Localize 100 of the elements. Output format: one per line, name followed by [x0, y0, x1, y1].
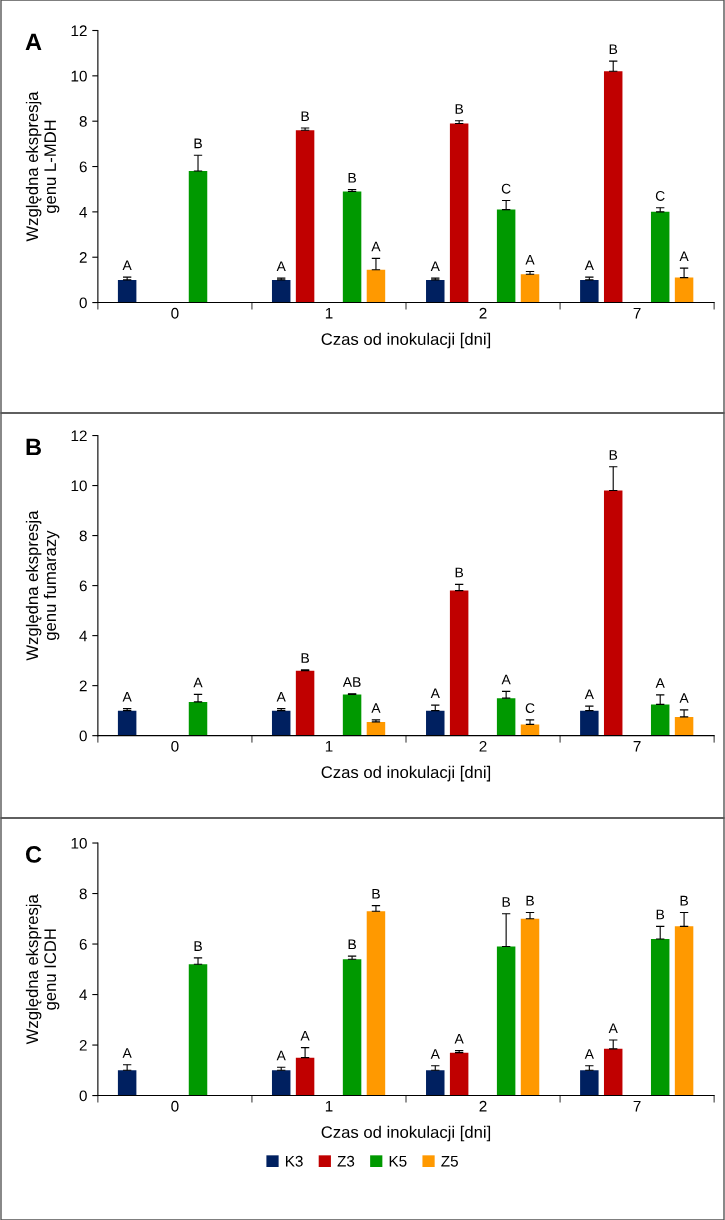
- bar: [496, 946, 516, 1096]
- data-label: A: [193, 677, 203, 688]
- x-axis-title: Czas od inokulacji [dni]: [321, 1125, 491, 1142]
- bar: [449, 590, 469, 736]
- data-label: A: [122, 260, 132, 271]
- x-tick-label: 1: [325, 741, 333, 752]
- x-tick-label: 0: [171, 1100, 179, 1112]
- bar: [520, 274, 540, 303]
- bar: [426, 1070, 445, 1096]
- x-tick-label: 7: [633, 1100, 641, 1112]
- y-axis-title: Względna ekspresja genu fumarazy: [25, 510, 60, 661]
- x-tick-label: 1: [325, 307, 333, 319]
- bar: [271, 279, 291, 303]
- legend-label: K5: [389, 1155, 407, 1167]
- bar: [580, 1070, 599, 1096]
- bar: [342, 959, 362, 1096]
- bar: [674, 926, 694, 1096]
- y-tick-label: 12: [71, 430, 87, 442]
- data-label: A: [679, 693, 689, 703]
- data-label: B: [455, 567, 464, 578]
- bar: [449, 1052, 469, 1096]
- chart-title: C: [25, 846, 42, 863]
- bar: [188, 171, 208, 303]
- y-tick-label: 0: [79, 297, 87, 309]
- bar: [117, 1070, 137, 1096]
- bar: [271, 1070, 291, 1096]
- y-tick-label: 0: [79, 730, 87, 742]
- bar: [580, 710, 599, 736]
- bar: [117, 710, 137, 736]
- data-label: B: [609, 44, 618, 55]
- bar: [271, 710, 291, 736]
- data-label: A: [501, 674, 511, 685]
- bar: [580, 279, 599, 303]
- data-label: B: [301, 111, 309, 121]
- bar: [188, 701, 208, 736]
- bar: [603, 1048, 623, 1096]
- x-tick-label: 2: [479, 740, 487, 752]
- x-tick-label: 2: [479, 307, 487, 319]
- bar: [603, 71, 623, 303]
- data-label: A: [608, 1023, 618, 1033]
- data-label: B: [348, 939, 356, 950]
- bar: [295, 670, 315, 736]
- y-tick-label: 2: [79, 680, 87, 692]
- chart-title: A: [25, 33, 42, 51]
- data-label: B: [348, 173, 356, 183]
- x-axis-title: Czas od inokulacji [dni]: [321, 765, 491, 782]
- bar: [496, 209, 516, 303]
- data-label: A: [430, 261, 440, 272]
- bar: [674, 277, 694, 303]
- y-tick-label: 8: [79, 530, 87, 542]
- legend-label: Z5: [441, 1155, 458, 1167]
- data-label: A: [679, 251, 689, 262]
- y-tick-label: 6: [79, 938, 87, 950]
- data-label: C: [655, 191, 665, 201]
- y-axis-title: Względna ekspresja genu L-MDH: [25, 91, 60, 242]
- legend-label: K3: [285, 1155, 303, 1167]
- data-label: A: [371, 703, 381, 713]
- x-tick-label: 7: [633, 741, 641, 752]
- y-tick-label: 2: [79, 1039, 87, 1051]
- bar: [342, 694, 362, 736]
- y-tick-label: 10: [71, 837, 87, 849]
- bar: [295, 130, 315, 303]
- data-label: A: [276, 692, 286, 702]
- bar: [426, 279, 445, 303]
- y-tick-label: 6: [79, 161, 87, 173]
- data-label: A: [276, 261, 286, 272]
- y-tick-label: 10: [71, 70, 87, 82]
- x-tick-label: 2: [479, 1100, 487, 1112]
- data-label: A: [300, 1030, 310, 1041]
- bar: [650, 211, 670, 303]
- data-label: A: [655, 678, 665, 688]
- bar: [674, 716, 694, 736]
- data-label: A: [430, 688, 440, 699]
- bar: [188, 964, 208, 1096]
- data-label: B: [680, 895, 688, 906]
- data-label: AB: [342, 677, 361, 687]
- data-label: A: [454, 1034, 464, 1044]
- y-tick-label: 0: [79, 1090, 87, 1102]
- y-tick-label: 2: [79, 252, 87, 263]
- bar: [366, 269, 386, 303]
- bar: [449, 123, 469, 303]
- chart-title: B: [26, 438, 41, 456]
- bar: [520, 918, 540, 1096]
- y-tick-label: 4: [79, 206, 88, 218]
- bar: [496, 698, 516, 736]
- data-label: A: [584, 260, 594, 271]
- bar: [117, 279, 137, 303]
- bar: [520, 724, 540, 736]
- data-label: B: [194, 138, 202, 149]
- data-label: A: [371, 241, 381, 252]
- y-tick-label: 10: [71, 480, 87, 492]
- data-label: B: [502, 897, 511, 907]
- bar: [366, 721, 386, 736]
- y-tick-label: 12: [71, 25, 87, 37]
- y-axis-title: Względna ekspresja genu ICDH: [25, 894, 60, 1045]
- bar: [366, 911, 386, 1096]
- bar: [650, 938, 670, 1096]
- x-tick-label: 1: [325, 1100, 333, 1112]
- data-label: C: [525, 703, 535, 713]
- data-label: C: [501, 183, 511, 194]
